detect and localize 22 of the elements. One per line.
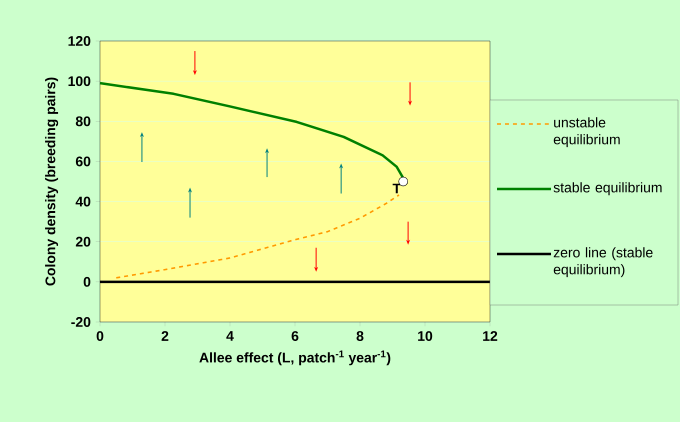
y-tick-label: 60	[76, 156, 90, 166]
x-tick-label: 0	[96, 331, 104, 341]
legend-label: zero line (stable equilibrium)	[554, 247, 653, 278]
x-tick-label: 2	[162, 331, 168, 341]
x-tick-label: 4	[226, 331, 234, 341]
annotation: T	[392, 184, 401, 194]
y-axis-title: Colony density (breeding pairs)	[45, 78, 58, 286]
x-axis-title: Allee effect (L, patch$^{-1}$ year$^{-1}$)	[199, 350, 390, 366]
line-series	[115, 194, 400, 279]
y-tick-label: 120	[68, 36, 90, 46]
y-tick-label: 20	[76, 236, 90, 247]
y-tick-label: 40	[76, 196, 90, 207]
legend-label: unstable equilibrium	[554, 117, 620, 148]
y-tick-label: 100	[68, 76, 90, 86]
y-tick-label: 0	[84, 276, 90, 287]
x-tick-label: 8	[356, 331, 364, 341]
y-tick-label: 80	[76, 116, 90, 126]
x-tick-label: 6	[292, 331, 298, 341]
x-tick-label: 10	[418, 331, 432, 341]
legend-label: stable equilibrium	[554, 182, 662, 196]
y-tick-label: -20	[71, 317, 90, 327]
x-tick-label: 12	[483, 331, 498, 341]
